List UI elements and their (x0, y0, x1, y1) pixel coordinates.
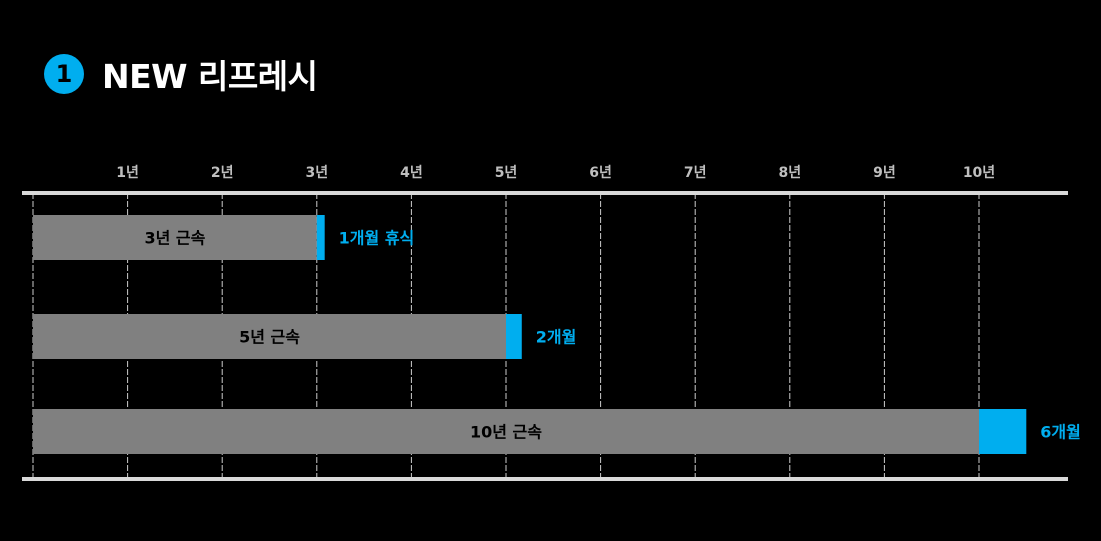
x-tick-label: 9년 (873, 165, 896, 181)
x-tick-label: 7년 (684, 165, 707, 181)
chart-header: 1 NEW 리프레시 (44, 50, 318, 98)
service-bar-label: 10년 근속 (470, 423, 542, 442)
leave-duration-label: 2개월 (536, 328, 577, 347)
service-bar (33, 314, 506, 359)
step-number-badge: 1 (44, 54, 84, 94)
x-tick-label: 5년 (495, 165, 518, 181)
service-bar-label: 5년 근속 (239, 328, 300, 347)
x-tick-label: 3년 (305, 165, 328, 181)
leave-duration-label: 1개월 휴식 (339, 229, 415, 248)
x-tick-label: 2년 (211, 165, 234, 181)
chart-title: NEW 리프레시 (102, 57, 318, 96)
x-tick-label: 8년 (778, 165, 801, 181)
leave-duration-label: 6개월 (1040, 423, 1081, 442)
service-bar-label: 3년 근속 (144, 229, 205, 248)
leave-bar (316, 215, 325, 260)
x-tick-label: 4년 (400, 165, 423, 181)
service-bar (33, 215, 317, 260)
leave-bar (979, 409, 1027, 454)
service-bar (33, 409, 979, 454)
x-tick-label: 1년 (116, 165, 139, 181)
leave-bar (506, 314, 522, 359)
x-tick-label: 6년 (589, 165, 612, 181)
x-tick-label: 10년 (963, 165, 995, 181)
